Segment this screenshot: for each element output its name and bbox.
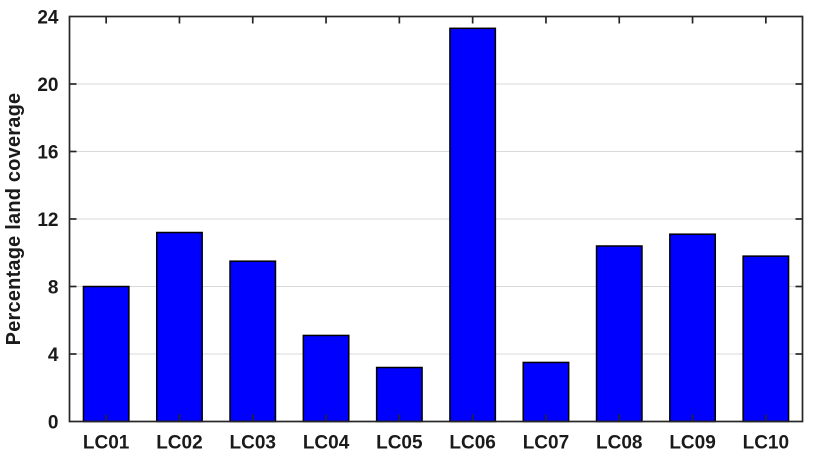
x-tick-label: LC08 [596,433,642,454]
bar-LC09 [669,233,717,423]
y-tick-label: 24 [37,8,59,29]
y-tick-label: 16 [37,143,58,164]
bar-LC10 [742,255,790,423]
bar-LC05 [375,366,423,423]
y-tick-label: 8 [48,278,59,299]
y-axis-label: Percentage land coverage [3,93,25,346]
x-tick-label: LC07 [523,433,569,454]
x-tick-label: LC01 [83,433,130,454]
bar-LC03 [229,260,277,423]
x-tick-label: LC05 [376,433,423,454]
x-tick-label: LC04 [303,433,350,454]
y-tick-label: 12 [37,210,58,231]
x-tick-label: LC09 [669,433,715,454]
bar-LC02 [155,231,203,423]
bar-LC06 [449,27,497,423]
x-tick-label: LC02 [156,433,202,454]
y-tick-label: 0 [48,413,59,434]
y-tick-label: 20 [37,75,58,96]
bar-LC04 [302,334,350,423]
bar-LC08 [595,245,643,423]
y-tick-label: 4 [48,345,59,366]
bar-LC07 [522,361,570,423]
x-tick-label: LC06 [449,433,495,454]
x-tick-label: LC03 [230,433,276,454]
x-tick-label: LC10 [743,433,789,454]
bar-LC01 [82,285,130,423]
